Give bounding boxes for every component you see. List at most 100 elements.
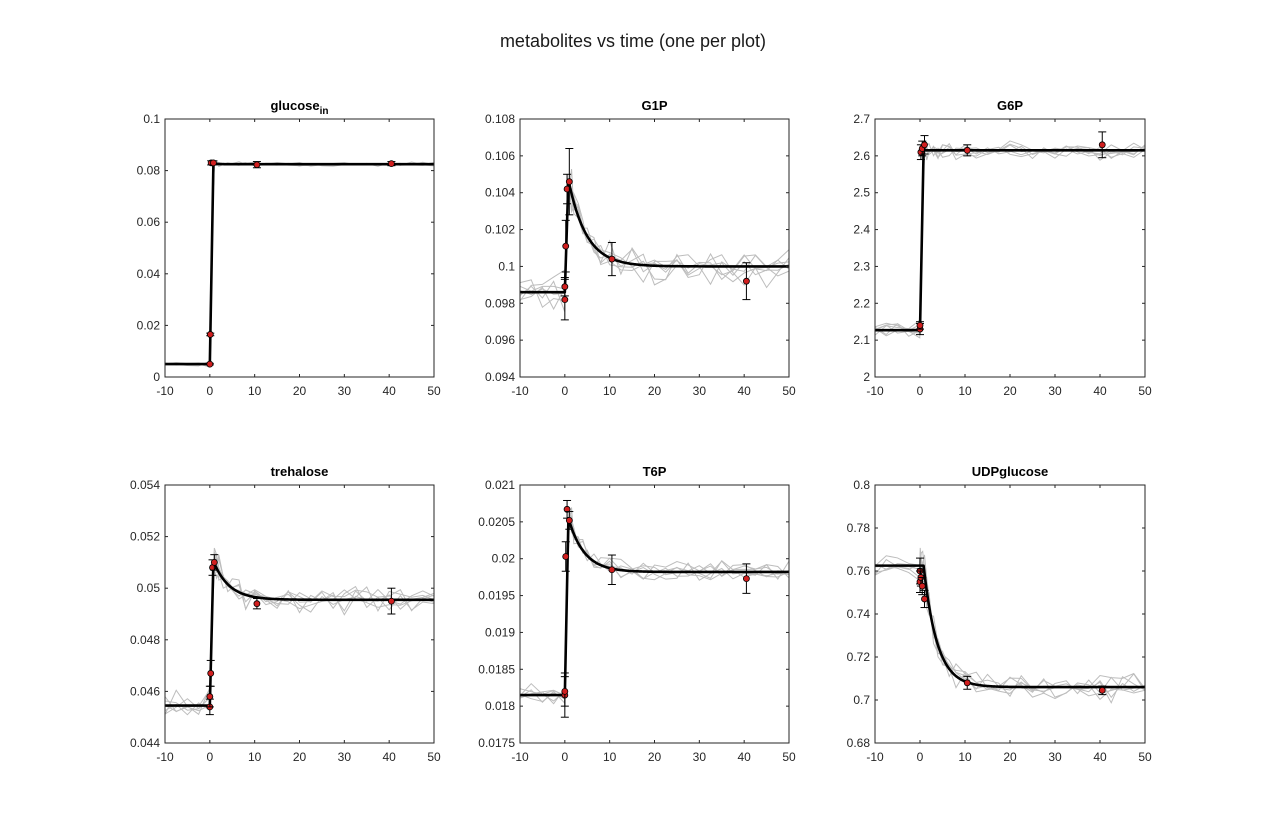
y-tick-label: 0.048 (130, 633, 160, 647)
x-tick-label: 10 (248, 384, 262, 398)
subplot-title: G6P (997, 98, 1023, 113)
data-point (608, 255, 616, 263)
y-tick-label: 0.021 (485, 478, 515, 492)
y-tick-label: 2.7 (853, 112, 870, 126)
y-tick-label: 0.104 (485, 186, 515, 200)
y-tick-label: 0.1 (143, 112, 160, 126)
data-point (562, 242, 570, 250)
axes-background (165, 119, 434, 377)
y-tick-label: 0.06 (137, 215, 161, 229)
data-point (963, 679, 971, 687)
x-tick-label: 20 (1003, 750, 1017, 764)
data-point (918, 582, 926, 590)
x-tick-label: 0 (561, 750, 568, 764)
y-tick-label: 0.0195 (478, 589, 515, 603)
x-tick-label: 20 (293, 384, 307, 398)
y-tick-label: 0.1 (498, 259, 515, 273)
x-tick-label: 40 (737, 750, 751, 764)
x-tick-label: 20 (648, 384, 662, 398)
x-tick-label: 0 (206, 384, 213, 398)
y-tick-label: 0.02 (137, 318, 161, 332)
x-tick-label: 50 (1138, 384, 1152, 398)
y-tick-label: 0.108 (485, 112, 515, 126)
data-point (921, 141, 928, 149)
x-tick-label: 40 (382, 384, 396, 398)
data-point (963, 146, 971, 154)
data-point (207, 669, 215, 677)
y-tick-label: 0.098 (485, 296, 515, 310)
y-tick-label: 0.02 (492, 552, 516, 566)
y-tick-label: 0.08 (137, 164, 161, 178)
y-tick-label: 0.096 (485, 333, 515, 347)
x-tick-label: 20 (648, 750, 662, 764)
x-tick-label: 40 (1093, 750, 1107, 764)
y-tick-label: 2.3 (853, 259, 870, 273)
data-point (388, 597, 395, 605)
x-tick-label: 40 (1093, 384, 1107, 398)
x-tick-label: 20 (1003, 384, 1017, 398)
figure-title: metabolites vs time (one per plot) (499, 31, 767, 51)
y-tick-label: 0 (153, 370, 160, 384)
y-tick-label: 2 (863, 370, 870, 384)
x-tick-label: -10 (156, 384, 174, 398)
data-point (561, 688, 569, 695)
data-point (562, 553, 570, 560)
data-point (916, 321, 924, 329)
subplot-2: -10 0 10 20 30 40 50 0.094 0.096 0.098 0.1 0.102 0.1… (485, 98, 796, 398)
x-tick-label: 50 (782, 750, 796, 764)
subplot-4: -10 0 10 20 30 40 50 0.044 0.046 0.048 0.05 0.052 0.… (130, 464, 441, 764)
x-tick-label: 30 (693, 384, 707, 398)
y-tick-label: 0.0185 (478, 662, 515, 676)
data-point (565, 516, 573, 524)
axes-background (520, 119, 789, 377)
y-tick-label: 2.2 (853, 296, 870, 310)
x-tick-label: 50 (782, 384, 796, 398)
y-tick-label: 0.04 (137, 267, 161, 281)
x-tick-label: 10 (248, 750, 262, 764)
y-tick-label: 0.72 (847, 650, 871, 664)
y-tick-label: 0.019 (485, 625, 515, 639)
subplot-3: -10 0 10 20 30 40 50 2 2.1 2.2 2.3 2.4 2.5 2.6 2.7 G6P (853, 98, 1152, 398)
subplot-title: G1P (641, 98, 667, 113)
subplot-title: trehalose (271, 464, 329, 479)
y-tick-label: 0.05 (137, 581, 161, 595)
data-point (253, 600, 261, 608)
data-point (388, 160, 395, 168)
y-tick-label: 0.044 (130, 736, 160, 750)
axes-background (875, 485, 1145, 743)
data-point (743, 575, 750, 583)
data-point (206, 360, 214, 368)
y-tick-label: 0.76 (847, 564, 871, 578)
y-tick-label: 0.74 (847, 607, 871, 621)
y-tick-label: 2.4 (853, 223, 870, 237)
x-tick-label: 10 (958, 384, 972, 398)
data-point (210, 559, 218, 566)
x-tick-label: 10 (603, 750, 617, 764)
data-point (253, 161, 261, 169)
x-tick-label: 30 (1048, 750, 1062, 764)
data-point (921, 595, 928, 603)
y-tick-label: 0.7 (853, 693, 870, 707)
x-tick-label: 20 (293, 750, 307, 764)
data-point (206, 693, 214, 700)
data-point (1098, 686, 1106, 694)
x-tick-label: -10 (511, 750, 529, 764)
data-point (563, 185, 571, 193)
data-point (561, 296, 569, 304)
subplot-title: T6P (643, 464, 667, 479)
y-tick-label: 0.8 (853, 478, 870, 492)
x-tick-label: 0 (561, 384, 568, 398)
y-tick-label: 2.5 (853, 186, 870, 200)
axes-background (520, 485, 789, 743)
y-tick-label: 0.78 (847, 521, 871, 535)
data-point (206, 331, 214, 338)
subplot-title: glucosein (270, 98, 328, 117)
subplot-5: -10 0 10 20 30 40 50 0.0175 0.018 0.0185 0.019 0.01… (478, 464, 796, 764)
data-point (565, 178, 573, 186)
y-tick-label: 0.046 (130, 684, 160, 698)
x-tick-label: -10 (156, 750, 174, 764)
replicate-trace (875, 547, 1145, 697)
y-tick-label: 0.0175 (478, 736, 515, 750)
subplot-1: -10 0 10 20 30 40 5000.020.040.060.080.1glucos… (137, 98, 441, 398)
